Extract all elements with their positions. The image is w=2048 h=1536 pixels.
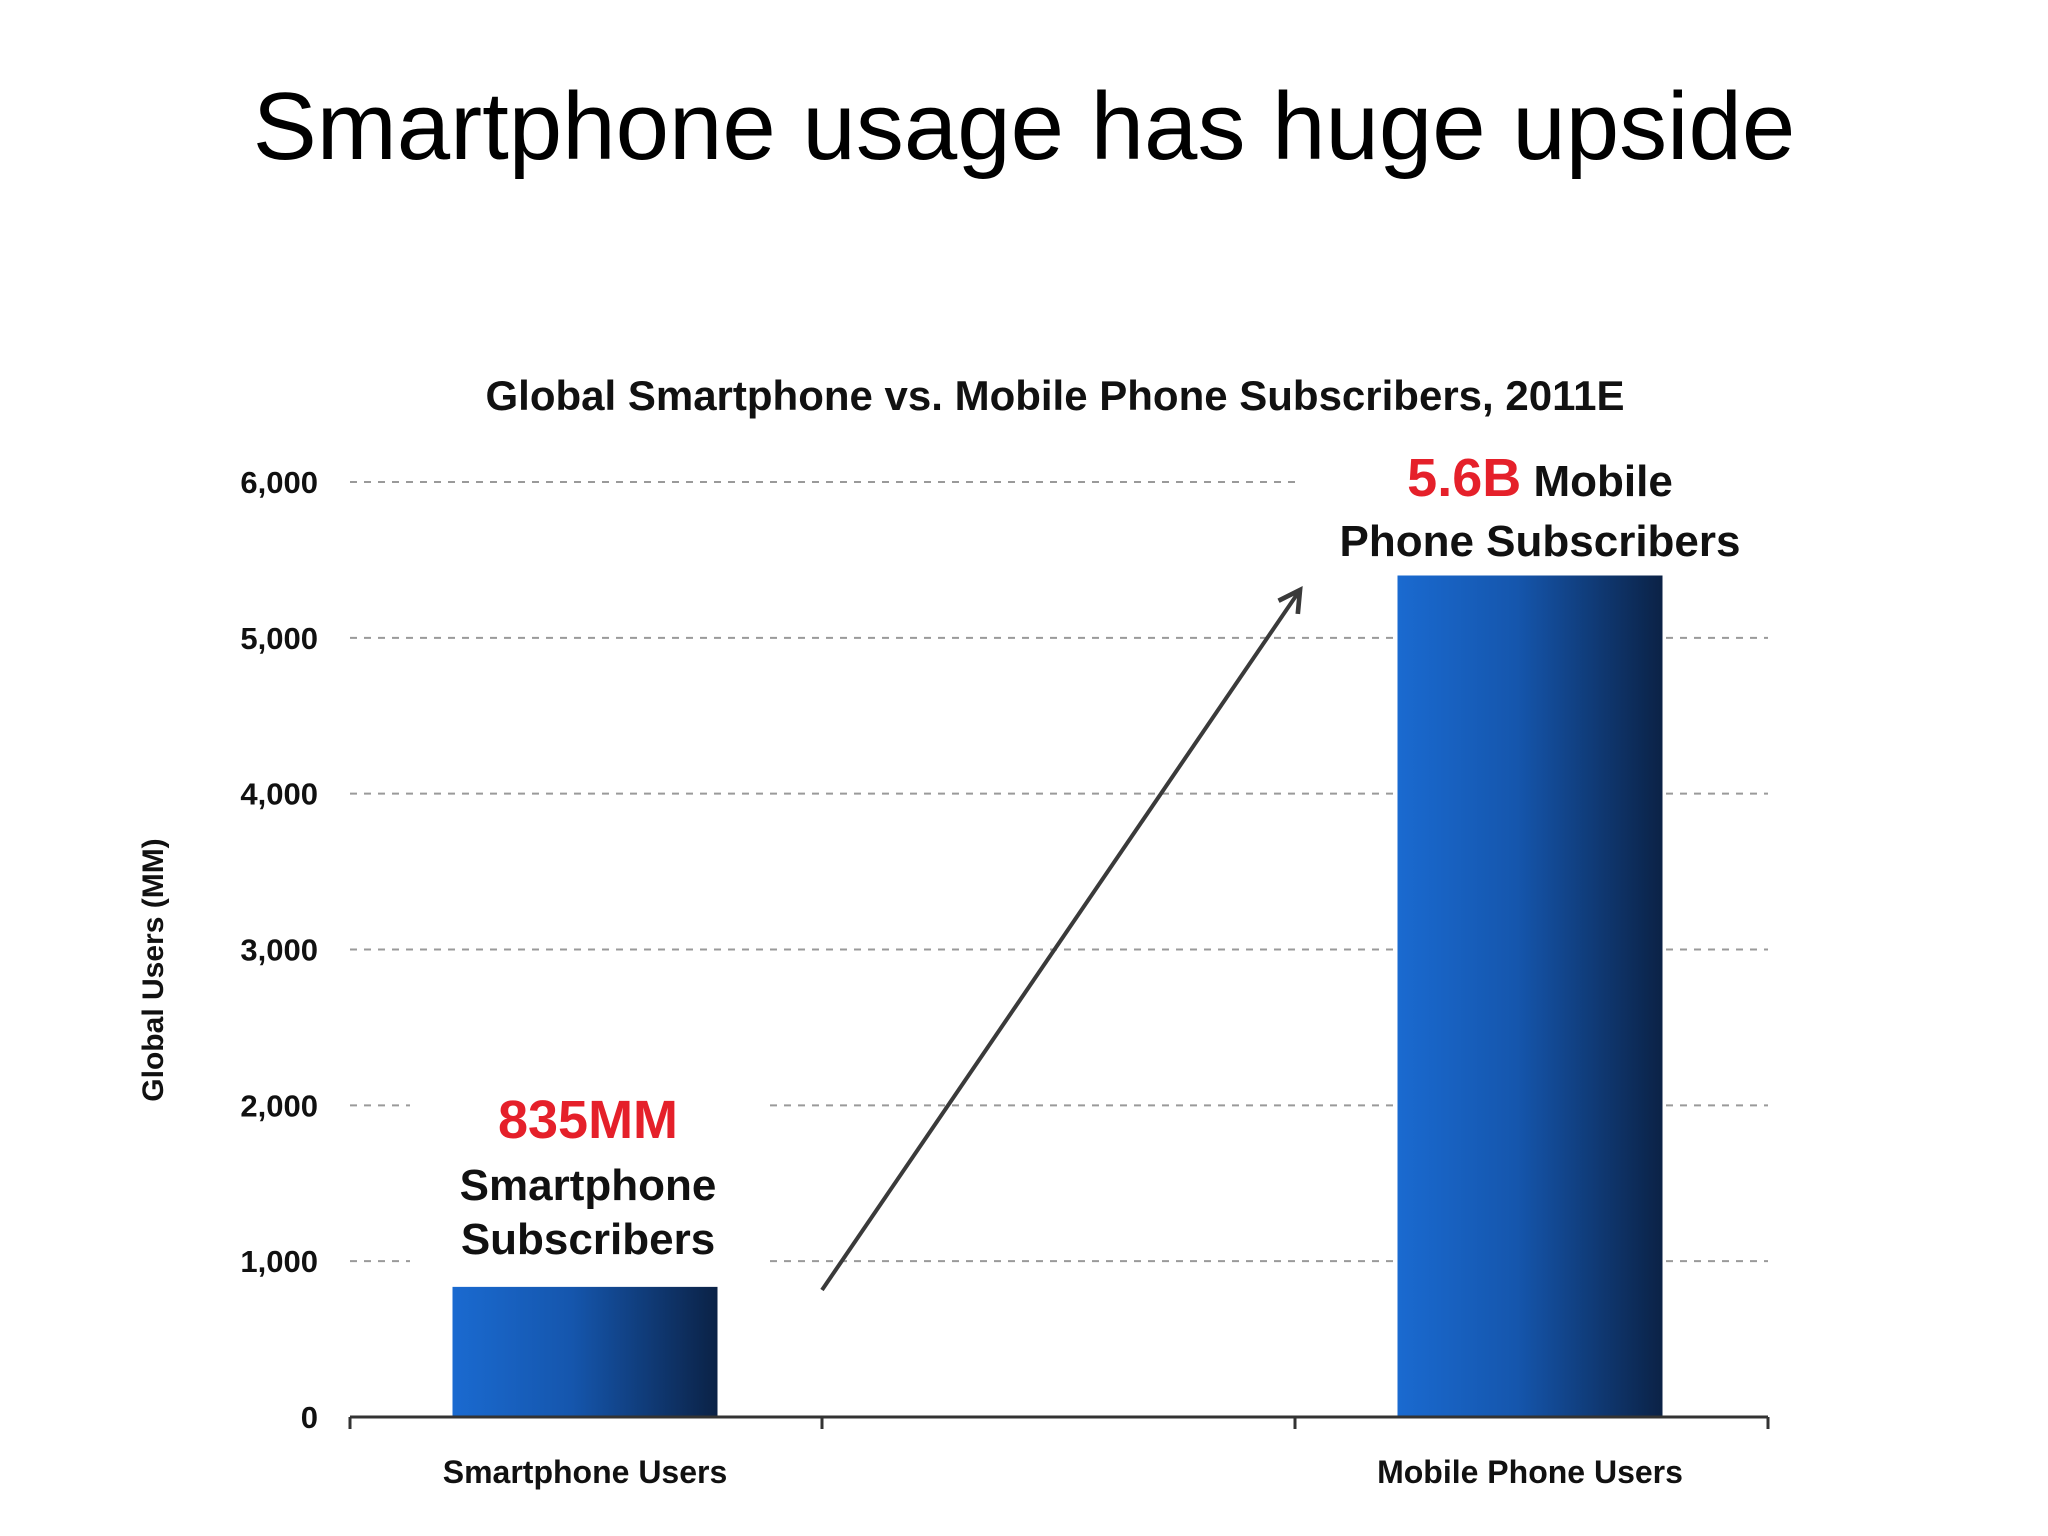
y-tick-label: 6,000 (240, 465, 318, 500)
growth-arrow (820, 590, 1300, 1292)
y-tick-label: 5,000 (240, 621, 318, 656)
bar-mobile-phone-users (1397, 575, 1663, 1417)
y-tick-label: 4,000 (240, 777, 318, 812)
annotation-backdrop (1300, 452, 1780, 587)
bar-smartphone-users (452, 1286, 718, 1417)
annotation-text: Phone Subscribers (1339, 517, 1740, 566)
slide-title: Smartphone usage has huge upside (252, 73, 1796, 180)
annotation-text: 5.6B Mobile (1407, 448, 1673, 508)
y-tick-label: 3,000 (240, 933, 318, 968)
annotation-highlight: 5.6B (1407, 448, 1521, 508)
y-tick-label: 2,000 (240, 1088, 318, 1123)
y-tick-label: 1,000 (240, 1244, 318, 1279)
x-category-label: Smartphone Users (443, 1454, 728, 1490)
annotation-highlight: 835MM (498, 1090, 678, 1150)
y-axis-label: Global Users (MM) (137, 838, 170, 1101)
annotation-text: Smartphone (460, 1161, 717, 1210)
annotation-text-part: Mobile (1521, 457, 1673, 506)
y-tick-label: 0 (301, 1400, 318, 1435)
annotation-text: Subscribers (461, 1215, 715, 1264)
x-category-label: Mobile Phone Users (1377, 1454, 1683, 1490)
chart-title: Global Smartphone vs. Mobile Phone Subsc… (485, 372, 1624, 419)
